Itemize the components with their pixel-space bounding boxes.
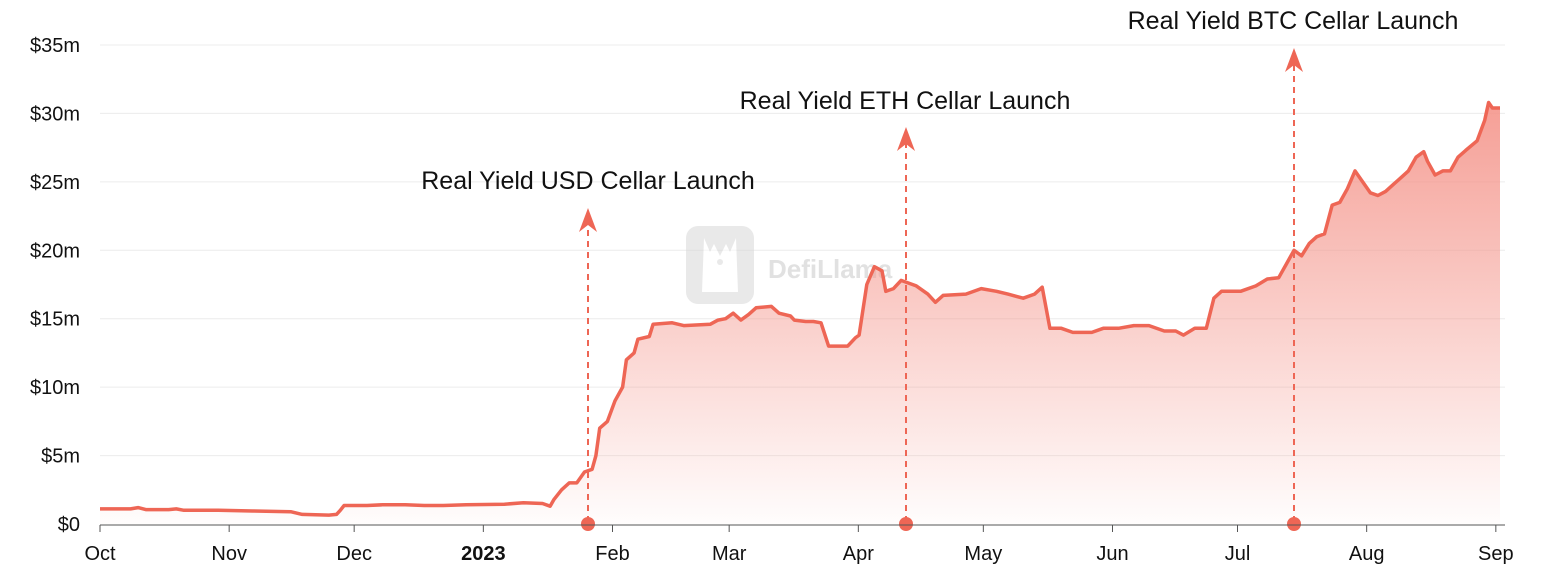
annotation-1: Real Yield USD Cellar Launch (421, 167, 755, 531)
watermark: DefiLlama (686, 226, 893, 304)
y-axis: $0 $5m $10m $15m $20m $25m $30m $35m (30, 35, 80, 536)
x-tick-label: 2023 (461, 543, 506, 565)
x-tick-label: May (964, 543, 1002, 565)
annotations: Real Yield USD Cellar Launch Real Yield E… (421, 7, 1458, 531)
x-tick-label: Nov (211, 543, 247, 565)
tvl-area-fill (100, 102, 1500, 524)
y-grid-lines (100, 44, 1505, 457)
x-tick-label: Apr (843, 543, 874, 565)
y-tick-label: $25m (30, 172, 80, 194)
llama-logo-icon (686, 226, 754, 304)
y-tick-label: $30m (30, 103, 80, 125)
y-tick-label: $35m (30, 35, 80, 57)
x-tick-label: Jun (1096, 543, 1128, 565)
annotation-dot[interactable] (899, 517, 913, 531)
annotation-3: Real Yield BTC Cellar Launch (1128, 7, 1459, 531)
x-tick-label: Dec (336, 543, 372, 565)
x-axis: Oct Nov Dec 2023 Feb Mar Apr May Jun Jul Aug Sep (84, 525, 1514, 565)
annotation-dot[interactable] (581, 517, 595, 531)
annotation-arrow-icon (897, 127, 915, 151)
annotation-label: Real Yield USD Cellar Launch (421, 167, 755, 195)
x-tick-label: Aug (1349, 543, 1385, 565)
annotation-label: Real Yield ETH Cellar Launch (740, 87, 1071, 115)
annotation-dot[interactable] (1287, 517, 1301, 531)
x-tick-label: Feb (595, 543, 629, 565)
x-tick-label: Mar (712, 543, 747, 565)
y-tick-label: $20m (30, 240, 80, 262)
y-tick-label: $0 (58, 514, 80, 536)
annotation-arrow-icon (579, 208, 597, 232)
x-tick-label: Jul (1225, 543, 1251, 565)
y-tick-label: $5m (41, 446, 80, 468)
annotation-arrow-icon (1285, 48, 1303, 72)
y-tick-label: $10m (30, 377, 80, 399)
x-tick-label: Oct (84, 543, 116, 565)
tvl-line (100, 100, 1500, 517)
annotation-2: Real Yield ETH Cellar Launch (740, 87, 1071, 531)
x-tick-label: Sep (1478, 543, 1514, 565)
annotation-label: Real Yield BTC Cellar Launch (1128, 7, 1459, 35)
y-tick-label: $15m (30, 309, 80, 331)
